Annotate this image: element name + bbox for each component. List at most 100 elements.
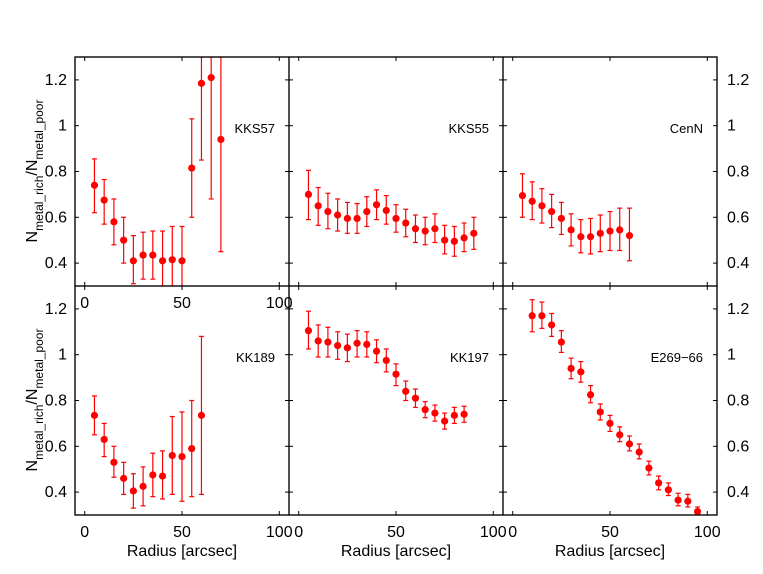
data-point [450,411,458,419]
panel-1: KKS55 [288,56,504,287]
y-label-n: N [24,231,41,243]
data-point [363,340,371,348]
data-point [110,458,118,466]
data-point [577,233,585,241]
y-axis-title-top: Nmetal_rich/Nmetal_poor [24,100,46,243]
data-point [684,497,692,505]
y-label-sub-poor: metal_poor [32,329,46,389]
data-point [470,229,478,237]
data-point [616,431,624,439]
data-point [557,214,565,223]
data-point [178,257,186,265]
data-point [402,219,410,227]
series-points [90,335,206,509]
panel-5: 0 50 100 0.4 0.6 0.8 1 1.2 E269−66 [502,285,749,541]
y-tick-label: 0.6 [727,209,749,226]
data-point [567,364,575,373]
data-point [421,406,429,414]
data-point [324,338,332,346]
data-point [217,135,225,144]
panel-frame [502,56,718,287]
data-point [314,337,322,345]
y-axis-title-bottom: Nmetal_rich/Nmetal_poor [24,329,46,472]
data-point [606,227,614,235]
data-point [693,507,702,515]
y-tick-label: 1.2 [727,301,749,318]
data-point [304,327,313,335]
x-tick-label: 0 [294,524,303,541]
data-point [557,338,565,346]
x-axis-title: Radius [arcsec] [555,543,665,560]
series-points [518,173,634,262]
panel-title: KKS57 [235,121,275,136]
x-tick-label: 50 [601,524,619,541]
data-point [548,321,556,329]
y-tick-label: 1.2 [727,72,749,89]
panel-title: KK189 [236,350,275,365]
y-axis-title-text: Nmetal_rich/Nmetal_poor [24,100,46,243]
y-tick-label: 1 [58,347,67,364]
data-point [431,409,439,417]
series-points [304,169,478,257]
data-point [178,453,186,461]
data-point [304,190,313,198]
data-point [139,251,147,259]
data-point [207,74,215,82]
data-point [197,79,206,87]
data-point [158,257,167,265]
data-point [596,408,604,416]
data-point [411,394,420,402]
panel-3: 0 50 100 0.4 0.6 0.8 1 1.2 KK189 [45,285,293,541]
data-point [353,339,361,347]
panel-title: KK197 [450,350,489,365]
data-point [518,191,527,200]
data-point [334,341,342,350]
y-tick-label: 1 [727,347,736,364]
data-point [635,448,643,456]
x-axis-title: Radius [arcsec] [341,543,451,560]
data-point [625,440,634,448]
data-point [314,202,322,210]
data-point [110,218,118,226]
data-point [343,344,351,352]
panel-4: 0 50 100 KK197 [288,285,507,541]
data-point [129,257,137,265]
y-tick-label: 1 [58,118,67,135]
x-tick-label: 100 [480,524,507,541]
data-point [188,444,196,453]
data-point [120,236,128,244]
y-tick-label: 1.2 [45,301,67,318]
data-point [586,233,595,241]
y-tick-label: 0.8 [727,164,749,181]
data-point [538,202,546,210]
data-point [324,207,332,216]
data-point [382,356,390,365]
data-point [149,471,157,479]
data-point [158,472,167,480]
series-points [304,310,468,430]
data-point [645,464,653,472]
data-point [402,387,410,395]
x-axis-title: Radius [arcsec] [127,543,237,560]
panel-title: E269−66 [651,350,703,365]
data-point [100,435,108,444]
data-point [616,226,624,234]
x-tick-label: 100 [266,295,293,312]
data-point [431,225,439,233]
y-tick-label: 0.8 [45,393,67,410]
data-point [460,234,468,242]
figure-frame [74,56,718,516]
panel-title: KKS55 [449,121,489,136]
x-tick-label: 50 [173,295,191,312]
data-point [392,370,400,378]
data-point [664,486,672,494]
y-label-n: N [24,460,41,472]
x-tick-label: 0 [80,524,89,541]
y-tick-label: 0.8 [45,164,67,181]
panel-2: 0.4 0.6 0.8 1 1.2 CenN [502,56,749,287]
data-point [139,482,147,490]
y-tick-label: 0.6 [45,438,67,455]
data-point [129,487,137,495]
data-point [655,479,663,487]
